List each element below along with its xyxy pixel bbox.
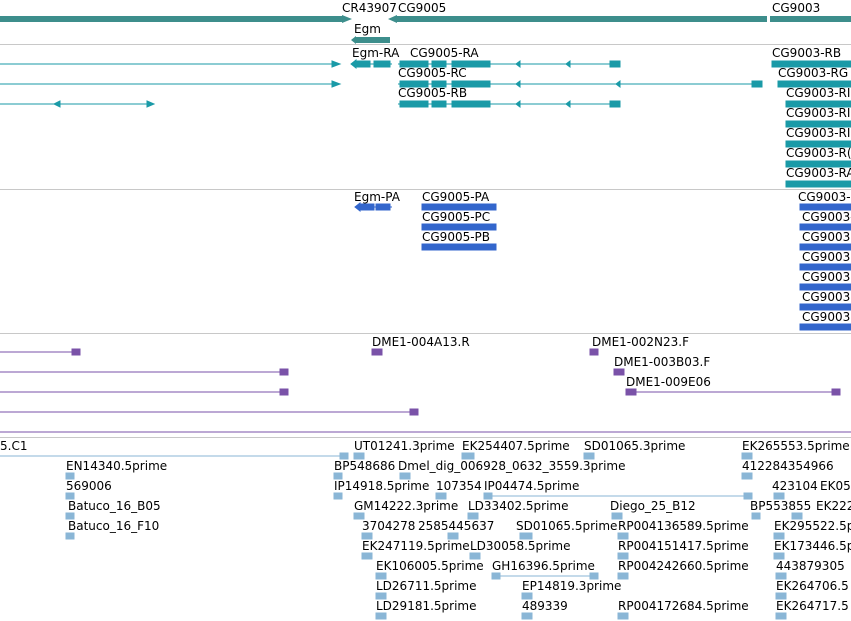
est-label[interactable]: EK173446.5p [774,539,851,553]
est-label[interactable]: RP004242660.5prime [618,559,749,573]
est-label[interactable]: 5.C1 [0,439,28,453]
est-label[interactable]: EP14819.3prime [522,579,622,593]
protein-label[interactable]: CG9003- [798,190,851,204]
est-label[interactable]: GM14222.3prime [354,499,459,513]
transcript-label[interactable]: CG9005-RB [398,86,468,100]
track-separator [0,437,851,438]
est-label[interactable]: LD26711.5prime [376,579,477,593]
est-label[interactable]: SD01065.3prime [584,439,686,453]
est-label[interactable]: Batuco_16_F10 [68,519,160,533]
est-label[interactable]: 412284354966 [742,459,834,473]
est-label[interactable]: SD01065.5prime [516,519,618,533]
est-label[interactable]: EK295522.5p [774,519,851,533]
gene-label[interactable]: CR43907 [342,1,397,15]
est-label[interactable]: 443879305 [776,559,845,573]
est-label[interactable]: EK265553.5prime [742,439,850,453]
est-label[interactable]: EK222 [816,499,851,513]
est-label[interactable]: 3704278 [362,519,416,533]
est-label[interactable]: EK05 [820,479,851,493]
est-label[interactable]: 107354 [436,479,482,493]
protein-label[interactable]: CG9005-PA [422,190,490,204]
est-label[interactable]: RP004136589.5prime [618,519,749,533]
gene-bar-cg9003 [770,16,851,22]
transcript-glyphs[interactable] [0,58,851,188]
gene-bar-egm [356,37,390,43]
protein-label[interactable]: CG9003 [802,250,851,264]
est-label[interactable]: LD33402.5prime [468,499,569,513]
protein-label[interactable]: CG9003 [802,270,851,284]
est-label[interactable]: 2585445637 [418,519,495,533]
protein-label[interactable]: CG9005-PB [422,230,491,244]
clone-label[interactable]: DME1-009E06 [626,375,711,389]
est-label[interactable]: EK247119.5prime [362,539,470,553]
est-label[interactable]: EK264717.5 [776,599,849,613]
est-label[interactable]: LD30058.5prime [470,539,571,553]
gene-label[interactable]: CG9005 [398,1,447,15]
transcript-label[interactable]: CG9005-RA [410,46,479,60]
transcript-label[interactable]: CG9005-RC [398,66,467,80]
protein-glyphs[interactable] [354,201,851,331]
est-label[interactable]: BP548686 [334,459,396,473]
transcript-label[interactable]: CG9003-RI [786,106,851,120]
est-label[interactable]: Diego_25_B12 [610,499,696,513]
est-label[interactable]: 489339 [522,599,568,613]
track-separator [0,44,851,45]
est-glyphs[interactable] [0,452,803,620]
clone-label[interactable]: DME1-004A13.R [372,335,470,349]
clone-label[interactable]: DME1-002N23.F [592,335,690,349]
est-label[interactable]: BP553855 [750,499,812,513]
est-label[interactable]: Batuco_16_B05 [68,499,161,513]
est-label[interactable]: LD29181.5prime [376,599,477,613]
track-separator [0,189,851,190]
est-label[interactable]: EK106005.5prime [376,559,484,573]
transcript-label[interactable]: Egm-RA [352,46,400,60]
gene-bar-cr43907 [0,16,342,22]
protein-label[interactable]: CG9003- [802,210,851,224]
protein-label[interactable]: CG9003 [802,290,851,304]
gene-label[interactable]: CG9003 [772,1,821,15]
transcript-label[interactable]: CG9003-RI [786,126,851,140]
est-label[interactable]: 569006 [66,479,112,493]
est-label[interactable]: EK254407.5prime [462,439,570,453]
protein-label[interactable]: CG9003 [802,230,851,244]
clone-label[interactable]: DME1-003B03.F [614,355,711,369]
protein-label[interactable]: CG9005-PC [422,210,491,224]
gene-glyphs[interactable] [0,15,851,44]
est-label[interactable]: RP004151417.5prime [618,539,749,553]
est-label[interactable]: EK264706.5 [776,579,849,593]
est-label[interactable]: EN14340.5prime [66,459,168,473]
gene-bar-cg9005 [397,16,767,22]
est-label[interactable]: RP004172684.5prime [618,599,749,613]
protein-label[interactable]: Egm-PA [354,190,400,204]
est-label[interactable]: 423104 [772,479,818,493]
track-separator [0,333,851,334]
transcript-label[interactable]: CG9003-R( [786,146,851,160]
est-label[interactable]: IP04474.5prime [484,479,580,493]
transcript-label[interactable]: CG9003-RI [786,86,851,100]
transcript-label[interactable]: CG9003-RG [778,66,849,80]
est-label[interactable]: UT01241.3prime [354,439,455,453]
transcript-label[interactable]: CG9003-RB [772,46,842,60]
protein-label[interactable]: CG9003 [802,310,851,324]
gene-label[interactable]: Egm [354,22,381,36]
est-label[interactable]: GH16396.5prime [492,559,595,573]
transcript-label[interactable]: CG9003-RA [786,166,851,180]
clone-glyphs[interactable] [0,348,851,433]
est-label[interactable]: IP14918.5prime [334,479,430,493]
est-label[interactable]: Dmel_dig_006928_0632_3559.3prime [398,459,626,473]
